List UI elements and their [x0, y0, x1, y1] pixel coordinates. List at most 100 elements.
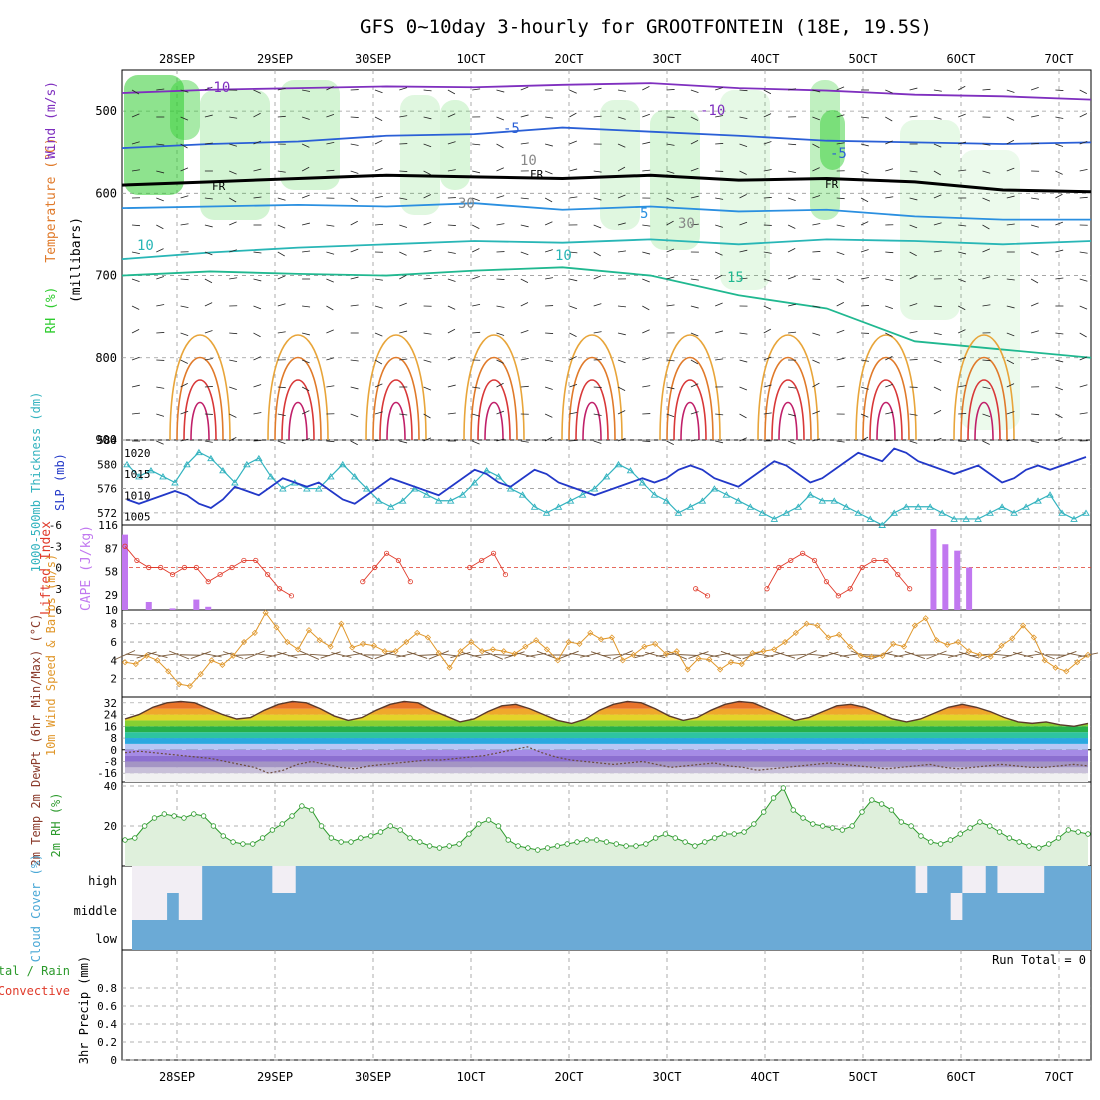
rh-marker — [957, 831, 963, 837]
wind-barb — [496, 332, 505, 336]
wind-barb — [909, 224, 918, 229]
wind-barb — [763, 141, 772, 145]
wind-speed-marker — [803, 620, 810, 627]
wind-speed-marker — [489, 646, 496, 653]
rh-marker — [859, 809, 865, 815]
wind-barb — [715, 197, 724, 200]
temp-color-band — [125, 708, 1088, 715]
wind-ylabel: 10m Wind Speed & Barbs (m/s) — [44, 554, 58, 756]
wind-barb — [642, 251, 651, 255]
wind-barb — [690, 439, 699, 442]
rh-marker — [996, 829, 1003, 835]
thickness-marker — [279, 485, 287, 492]
wind-barb — [715, 440, 724, 444]
wind-barb — [642, 169, 651, 172]
rh-marker — [1026, 843, 1032, 849]
wind-speed-marker — [359, 640, 367, 647]
warm-isotherm-lobe — [561, 334, 623, 441]
wind-speed-marker — [176, 681, 183, 688]
warm-isotherm-lobe — [477, 379, 511, 441]
rh-marker — [132, 835, 138, 841]
wind-barb — [909, 331, 918, 334]
wind-barb — [350, 413, 359, 418]
wind-barb — [544, 413, 553, 418]
wind-barb — [593, 386, 602, 388]
wind-barb — [447, 278, 456, 282]
wind-barb — [374, 195, 383, 199]
wind-barb-10m — [774, 651, 796, 659]
wind-barb — [1006, 305, 1015, 309]
wind-speed-marker — [792, 629, 799, 636]
wind-barb — [447, 412, 456, 415]
li-marker — [835, 593, 841, 599]
wind-barb — [326, 141, 335, 145]
wind-barb — [204, 440, 213, 443]
rh-shading — [600, 100, 640, 230]
wind-barb-10m — [980, 650, 1001, 660]
wind-barb — [472, 440, 480, 445]
bottom-x-tick-label: 2OCT — [555, 1070, 584, 1084]
rh-marker — [1036, 845, 1042, 851]
wind-barb-10m — [536, 650, 558, 660]
wind-barb — [374, 278, 383, 281]
wind-barb — [933, 359, 942, 363]
wind-barb — [399, 413, 408, 416]
wind-barb — [1079, 196, 1088, 199]
wind-barb — [909, 170, 918, 173]
wind-barb — [496, 223, 505, 226]
cloud-clear-block — [132, 893, 168, 920]
wind-barb-10m — [688, 651, 709, 659]
wind-speed-marker — [944, 641, 951, 648]
thickness-marker — [470, 479, 479, 486]
thickness-marker — [614, 460, 623, 468]
wind-barb — [472, 197, 480, 202]
wind-barb — [399, 224, 408, 228]
rh-marker — [918, 833, 924, 839]
rh-marker — [1065, 827, 1072, 833]
wind-barb — [447, 305, 456, 310]
wind-speed-marker — [511, 650, 518, 658]
wind-barb — [860, 197, 869, 203]
wind-speed-marker — [132, 660, 139, 668]
wind-barb — [1030, 87, 1039, 91]
wind-barb — [739, 89, 748, 92]
wind-speed-marker — [706, 656, 713, 663]
bottom-x-tick-label: 30SEP — [355, 1070, 391, 1084]
wind-barb-10m — [320, 651, 341, 659]
wind-speed-marker — [738, 660, 745, 668]
wind-barb — [617, 89, 626, 92]
wind-barb — [642, 278, 650, 283]
wind-barb — [763, 169, 772, 172]
wind-speed-marker — [154, 657, 161, 664]
wind-barb — [496, 359, 504, 364]
li-marker — [907, 586, 913, 592]
wind-barb — [1055, 193, 1063, 199]
wind-barb — [180, 305, 189, 309]
temp-color-band — [125, 732, 1088, 739]
wind-barb — [812, 143, 820, 149]
wind-barb — [180, 332, 189, 336]
thickness-marker — [243, 460, 251, 468]
wind-barb — [715, 224, 723, 228]
thickness-marker — [231, 479, 239, 486]
thickness-marker — [1058, 509, 1066, 516]
wind-barb — [204, 197, 213, 200]
wind-barb — [1006, 439, 1015, 442]
pressure-tick-label: 600 — [95, 186, 117, 200]
bottom-x-tick-label: 7OCT — [1045, 1070, 1074, 1084]
wind-barb — [958, 278, 966, 283]
cape-tick-label: 10 — [105, 604, 118, 617]
warm-isotherm-lobe — [673, 379, 707, 441]
warm-isotherm-lobe — [757, 334, 819, 441]
rh-marker — [770, 795, 777, 801]
wind-barb — [350, 220, 358, 226]
rh-marker — [829, 825, 836, 831]
wind-barb — [399, 274, 407, 280]
thickness-marker — [410, 485, 419, 492]
wind-speed-marker — [284, 638, 291, 646]
li-line — [124, 545, 292, 597]
wind-barb — [229, 170, 237, 175]
rh-marker — [338, 839, 344, 845]
wind-speed-marker — [998, 642, 1005, 649]
li-marker — [205, 579, 211, 585]
